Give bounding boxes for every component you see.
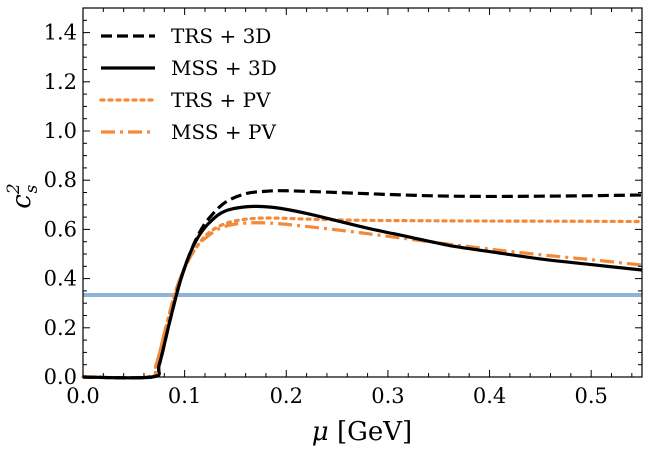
axes-layer: 0.0 0.1 0.2 0.3 0.4 0.5 0.0 0.2 0.4 0.6 0.8 1.0 1.2 1…: [44, 7, 643, 408]
x-tick-label: 0.4: [473, 384, 506, 408]
x-tick-label: 0.1: [168, 384, 201, 408]
svg-text:c2s: c2s: [4, 183, 42, 208]
y-tick-label: 0.0: [44, 365, 77, 389]
x-tick-label: 0.2: [270, 384, 303, 408]
y-tick-label: 1.2: [44, 70, 77, 94]
series-line-trs-3d: [82, 189, 643, 380]
legend: TRS + 3D MSS + 3D TRS + PV MSS + PV: [99, 24, 277, 144]
x-tick-label: 0.0: [66, 384, 99, 408]
series-line-trs-pv: [81, 216, 644, 380]
y-tick-label: 0.4: [44, 267, 77, 291]
series-line-mss-pv: [82, 221, 643, 380]
x-axis-unit: [GeV]: [337, 417, 412, 447]
legend-label: MSS + PV: [171, 120, 276, 144]
y-tick-label: 0.6: [44, 217, 77, 241]
y-axis-label: c2s: [4, 183, 42, 208]
legend-label: MSS + 3D: [171, 56, 277, 80]
y-tick-label: 0.2: [44, 316, 77, 340]
legend-label: TRS + PV: [171, 88, 271, 112]
y-tick-label: 1.0: [44, 119, 77, 143]
x-tick-label: 0.3: [371, 384, 404, 408]
legend-label: TRS + 3D: [171, 24, 271, 48]
x-axis-label: μ [GeV]: [312, 417, 412, 447]
y-tick-label: 1.4: [44, 21, 77, 45]
y-tick-label: 0.8: [44, 168, 77, 192]
x-tick-label: 0.5: [574, 384, 607, 408]
series-layer: [81, 189, 644, 380]
